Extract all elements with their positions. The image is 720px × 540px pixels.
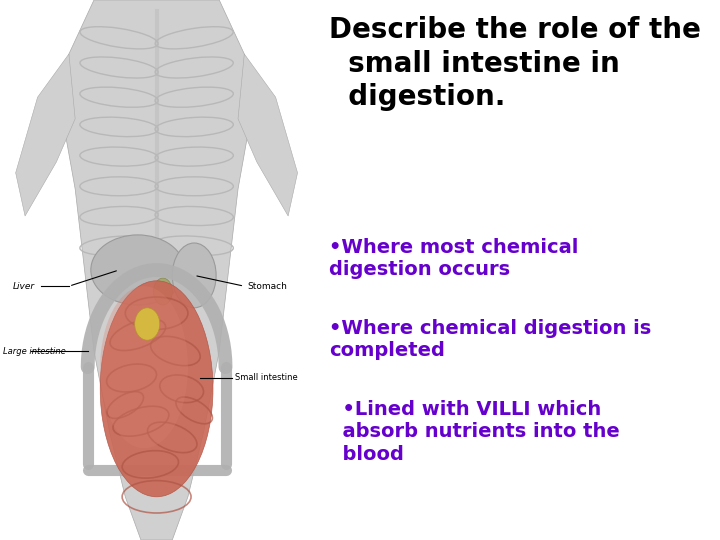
Ellipse shape [135,308,160,340]
Ellipse shape [100,286,188,448]
Text: •Lined with VILLI which
  absorb nutrients into the
  blood: •Lined with VILLI which absorb nutrients… [330,400,620,464]
Polygon shape [63,0,251,540]
Text: Liver: Liver [12,282,35,291]
Ellipse shape [172,243,216,308]
Text: Describe the role of the
  small intestine in
  digestion.: Describe the role of the small intestine… [330,16,701,111]
Polygon shape [238,54,297,216]
Polygon shape [16,54,75,216]
Ellipse shape [91,235,185,305]
Ellipse shape [100,281,213,497]
Text: Stomach: Stomach [248,282,287,291]
Text: Small intestine: Small intestine [235,374,297,382]
Text: •Where most chemical
digestion occurs: •Where most chemical digestion occurs [330,238,579,279]
Ellipse shape [153,278,172,305]
Text: Large intestine: Large intestine [3,347,66,355]
Text: •Where chemical digestion is
completed: •Where chemical digestion is completed [330,319,652,360]
